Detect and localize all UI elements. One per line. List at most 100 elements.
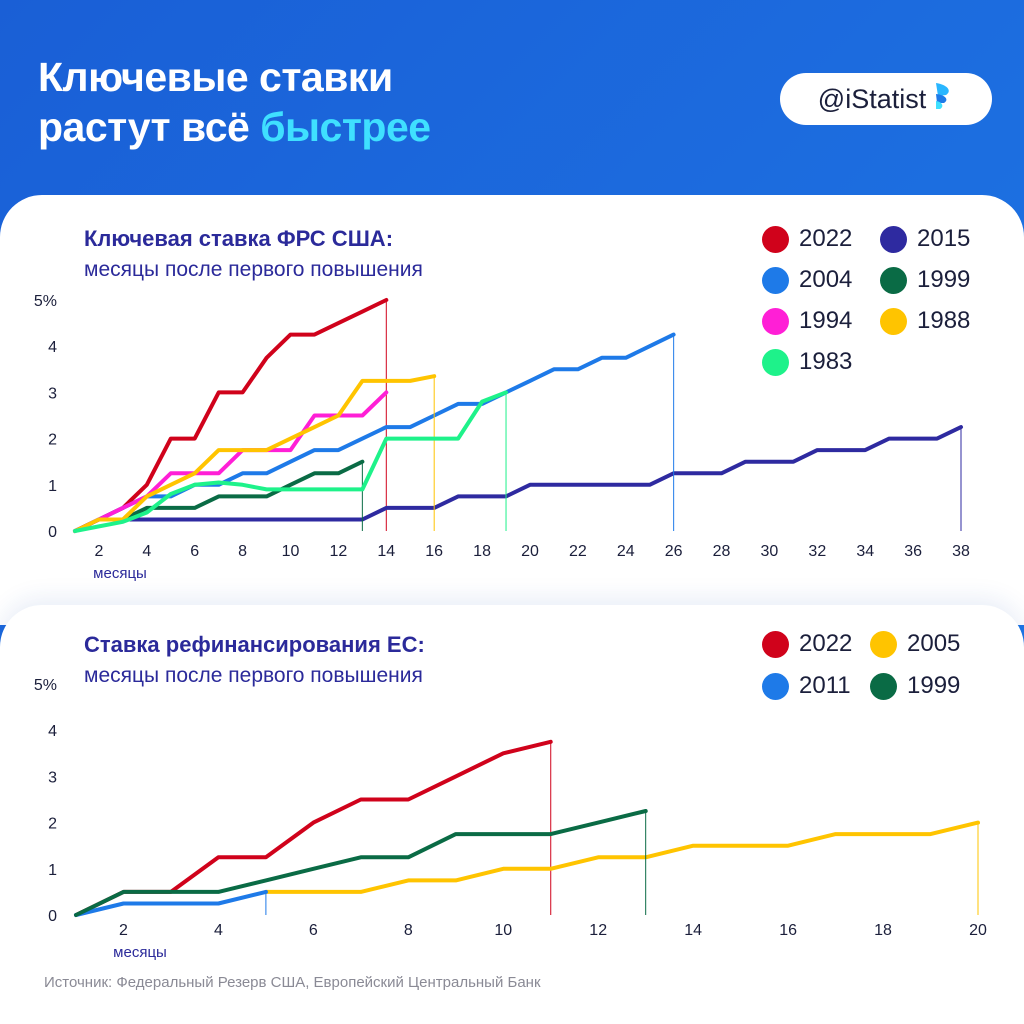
fed-ytick-label: 1 — [48, 478, 57, 495]
ecb-xtick-label: 14 — [684, 922, 702, 939]
fed-xtick-label: 30 — [761, 543, 779, 560]
ecb-xtick-label: 10 — [494, 922, 512, 939]
fed-legend-item-1994: 1994 — [762, 307, 852, 335]
legend-label: 2004 — [799, 266, 853, 293]
fed-xtick-label: 16 — [425, 543, 443, 560]
ecb-ytick-label: 1 — [48, 862, 57, 879]
fed-legend-item-1983: 1983 — [762, 348, 852, 376]
fed-xtick-label: 26 — [665, 543, 683, 560]
fed-chart-subtitle: месяцы после первого повышения — [84, 258, 423, 281]
ecb-xtick-label: 18 — [874, 922, 892, 939]
ecb-series-2011-line — [74, 889, 268, 917]
legend-dot-icon — [880, 307, 907, 335]
fed-xtick-label: 34 — [856, 543, 874, 560]
ecb-chart-card — [0, 605, 1024, 1024]
legend-dot-icon — [762, 307, 789, 335]
fed-series-1988-line — [73, 374, 437, 533]
fed-xtick-label: 32 — [808, 543, 826, 560]
fed-ytick-label: 2 — [48, 432, 57, 449]
page-title: Ключевые ставки растут всё быстрее — [38, 52, 431, 152]
legend-dot-icon — [880, 266, 907, 294]
fed-legend-item-1988: 1988 — [880, 307, 970, 335]
fed-xtick-label: 18 — [473, 543, 491, 560]
fed-chart-card — [0, 195, 1024, 625]
fed-xtick-label: 6 — [190, 543, 199, 560]
ecb-xaxis-label: месяцы — [113, 944, 167, 961]
ecb-xtick-label: 12 — [589, 922, 607, 939]
ecb-xtick-label: 8 — [404, 922, 413, 939]
fed-xtick-label: 2 — [94, 543, 103, 560]
legend-label: 2005 — [907, 630, 961, 657]
fed-xtick-label: 22 — [569, 543, 587, 560]
fed-xaxis-label: месяцы — [93, 565, 147, 582]
fed-xtick-label: 8 — [238, 543, 247, 560]
brand-handle: @iStatist — [817, 83, 927, 114]
fed-xtick-label: 38 — [952, 543, 970, 560]
legend-label: 1988 — [917, 307, 971, 334]
ecb-ytick-label: 3 — [48, 769, 57, 786]
title-accent: быстрее — [260, 104, 431, 150]
title-line-2: растут всё — [38, 104, 261, 150]
fed-series-1983-line — [73, 390, 508, 533]
ecb-xtick-label: 20 — [969, 922, 987, 939]
ecb-ytick-label: 0 — [48, 908, 57, 925]
fed-xtick-label: 4 — [142, 543, 151, 560]
fed-legend-item-2022: 2022 — [762, 225, 852, 253]
brand-badge[interactable]: @iStatist — [780, 73, 992, 125]
fed-chart-title: Ключевая ставка ФРС США: — [84, 226, 394, 251]
legend-label: 2022 — [799, 225, 853, 252]
ecb-series-1999-line — [74, 809, 648, 917]
legend-dot-icon — [762, 348, 789, 376]
fed-xtick-label: 14 — [377, 543, 395, 560]
title-line-1: Ключевые ставки — [38, 54, 393, 100]
fed-series-2015-line — [73, 425, 963, 533]
legend-label: 1999 — [907, 672, 961, 699]
legend-dot-icon — [762, 225, 789, 253]
fed-ytick-label: 3 — [48, 385, 57, 402]
source-note: Источник: Федеральный Резерв США, Европе… — [44, 974, 541, 991]
ecb-xtick-label: 6 — [309, 922, 318, 939]
fed-ytick-label: 0 — [48, 524, 57, 541]
fed-xtick-label: 12 — [330, 543, 348, 560]
ecb-xtick-label: 2 — [119, 922, 128, 939]
fed-legend-item-2015: 2015 — [880, 225, 970, 253]
fed-ytick-label: 5% — [34, 293, 57, 310]
ecb-legend-item-2011: 2011 — [762, 672, 851, 700]
legend-label: 1983 — [799, 348, 853, 375]
ecb-series-2022-line — [74, 739, 553, 917]
legend-dot-icon — [870, 630, 897, 658]
legend-label: 1994 — [799, 307, 853, 334]
fed-legend-item-1999: 1999 — [880, 266, 970, 294]
ecb-series-2005-line — [263, 820, 980, 894]
legend-dot-icon — [870, 672, 897, 700]
legend-label: 2015 — [917, 225, 971, 252]
fed-xtick-label: 20 — [521, 543, 539, 560]
legend-dot-icon — [880, 225, 907, 253]
ecb-legend-item-2022: 2022 — [762, 630, 852, 658]
fed-xtick-label: 28 — [713, 543, 731, 560]
ecb-chart-subtitle: месяцы после первого повышения — [84, 664, 423, 687]
legend-label: 1999 — [917, 266, 971, 293]
legend-dot-icon — [762, 672, 789, 700]
legend-dot-icon — [762, 266, 789, 294]
fed-legend-item-2004: 2004 — [762, 266, 852, 294]
legend-label: 2022 — [799, 630, 853, 657]
ecb-ytick-label: 5% — [34, 677, 57, 694]
fed-xtick-label: 36 — [904, 543, 922, 560]
ecb-legend-item-1999: 1999 — [870, 672, 960, 700]
ecb-ytick-label: 2 — [48, 816, 57, 833]
ecb-xtick-label: 4 — [214, 922, 223, 939]
ecb-xtick-label: 16 — [779, 922, 797, 939]
feather-logo-icon — [932, 81, 954, 118]
ecb-chart-title: Ставка рефинансирования ЕС: — [84, 632, 425, 657]
ecb-legend-item-2005: 2005 — [870, 630, 960, 658]
legend-dot-icon — [762, 630, 789, 658]
fed-xtick-label: 24 — [617, 543, 635, 560]
fed-xtick-label: 10 — [282, 543, 300, 560]
ecb-ytick-label: 4 — [48, 723, 57, 740]
legend-label: 2011 — [799, 672, 851, 699]
fed-ytick-label: 4 — [48, 339, 57, 356]
header: Ключевые ставки растут всё быстрее @iSta… — [0, 0, 1024, 220]
